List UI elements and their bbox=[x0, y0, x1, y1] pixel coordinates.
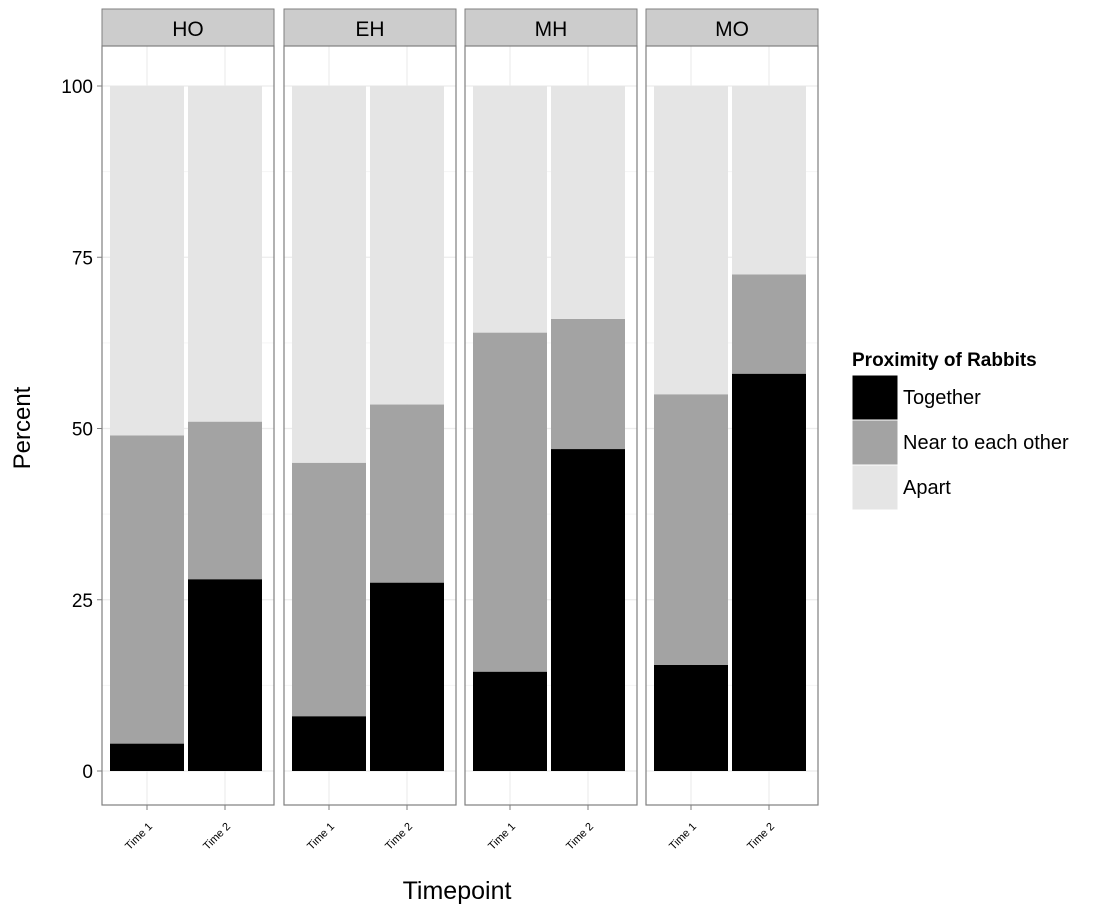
facet-panel-mo: MO Time 1 Time 2 bbox=[645, 8, 819, 853]
bar-segment-apart bbox=[654, 86, 728, 395]
bar-segment-apart bbox=[292, 86, 366, 463]
facet-panel-ho: HO Time 1 Time 2 bbox=[101, 8, 275, 853]
bar-segment-near-to-each-other bbox=[292, 462, 366, 717]
x-tick-label: Time 2 bbox=[564, 821, 596, 853]
bar-segment-near-to-each-other bbox=[732, 274, 806, 374]
x-axis-title: Timepoint bbox=[403, 877, 512, 905]
bar-segment-near-to-each-other bbox=[473, 332, 547, 672]
facet-label: MO bbox=[715, 18, 749, 41]
bar-segment-apart bbox=[370, 86, 444, 405]
y-tick-label: 75 bbox=[72, 248, 93, 269]
bar-segment-apart bbox=[732, 86, 806, 275]
x-tick-label: Time 1 bbox=[123, 821, 155, 853]
y-tick-label: 100 bbox=[61, 77, 93, 98]
bar-segment-apart bbox=[551, 86, 625, 319]
x-tick-label: Time 2 bbox=[201, 821, 233, 853]
bar-segment-apart bbox=[188, 86, 262, 422]
bar-segment-together bbox=[473, 671, 547, 771]
panel-border bbox=[283, 45, 457, 806]
bar-segment-together bbox=[370, 582, 444, 771]
facet-panels: HO Time 1 Time 2 EH Time 1 Time 2 MH Time 1 Time… bbox=[101, 8, 819, 853]
facet-strip bbox=[464, 8, 638, 47]
legend-key bbox=[851, 419, 899, 466]
bar-segment-apart bbox=[473, 86, 547, 333]
bar-segment-together bbox=[732, 373, 806, 771]
facet-label: HO bbox=[172, 18, 204, 41]
legend-item-apart: Apart bbox=[851, 464, 951, 511]
bar-segment-near-to-each-other bbox=[654, 394, 728, 665]
legend-item-near-to-each-other: Near to each other bbox=[851, 419, 1069, 466]
x-tick-label: Time 1 bbox=[486, 821, 518, 853]
y-tick-label: 25 bbox=[72, 591, 93, 612]
facet-strip bbox=[101, 8, 275, 47]
bar-segment-together bbox=[654, 664, 728, 771]
legend-title: Proximity of Rabbits bbox=[852, 350, 1037, 371]
facet-strip bbox=[283, 8, 457, 47]
panel-border bbox=[645, 45, 819, 806]
bar-segment-apart bbox=[110, 86, 184, 436]
y-tick-label: 50 bbox=[72, 420, 93, 441]
bar-segment-together bbox=[110, 743, 184, 771]
y-axis-title: Percent bbox=[9, 386, 36, 469]
facet-panel-eh: EH Time 1 Time 2 bbox=[283, 8, 457, 853]
legend-label: Together bbox=[903, 387, 981, 409]
legend-key bbox=[851, 464, 899, 511]
legend-key bbox=[851, 374, 899, 421]
x-tick-label: Time 1 bbox=[667, 821, 699, 853]
bar-segment-near-to-each-other bbox=[110, 435, 184, 744]
legend-label: Near to each other bbox=[903, 432, 1069, 454]
bar-segment-near-to-each-other bbox=[188, 421, 262, 580]
y-axis: 0 25 50 75 100 bbox=[61, 77, 102, 783]
x-tick-label: Time 2 bbox=[745, 821, 777, 853]
bar-segment-together bbox=[188, 579, 262, 771]
bar-segment-near-to-each-other bbox=[370, 404, 444, 583]
facet-label: MH bbox=[535, 18, 568, 41]
y-tick-label: 0 bbox=[82, 762, 93, 783]
x-tick-label: Time 1 bbox=[305, 821, 337, 853]
panel-border bbox=[464, 45, 638, 806]
bar-segment-near-to-each-other bbox=[551, 318, 625, 450]
panel-border bbox=[101, 45, 275, 806]
legend-item-together: Together bbox=[851, 374, 981, 421]
x-tick-label: Time 2 bbox=[383, 821, 415, 853]
facet-label: EH bbox=[355, 18, 384, 41]
legend-label: Apart bbox=[903, 477, 951, 499]
facet-panel-mh: MH Time 1 Time 2 bbox=[464, 8, 638, 853]
bar-segment-together bbox=[551, 449, 625, 771]
facet-strip bbox=[645, 8, 819, 47]
legend: Proximity of Rabbits Together Near to eac… bbox=[851, 350, 1069, 511]
bar-segment-together bbox=[292, 716, 366, 771]
